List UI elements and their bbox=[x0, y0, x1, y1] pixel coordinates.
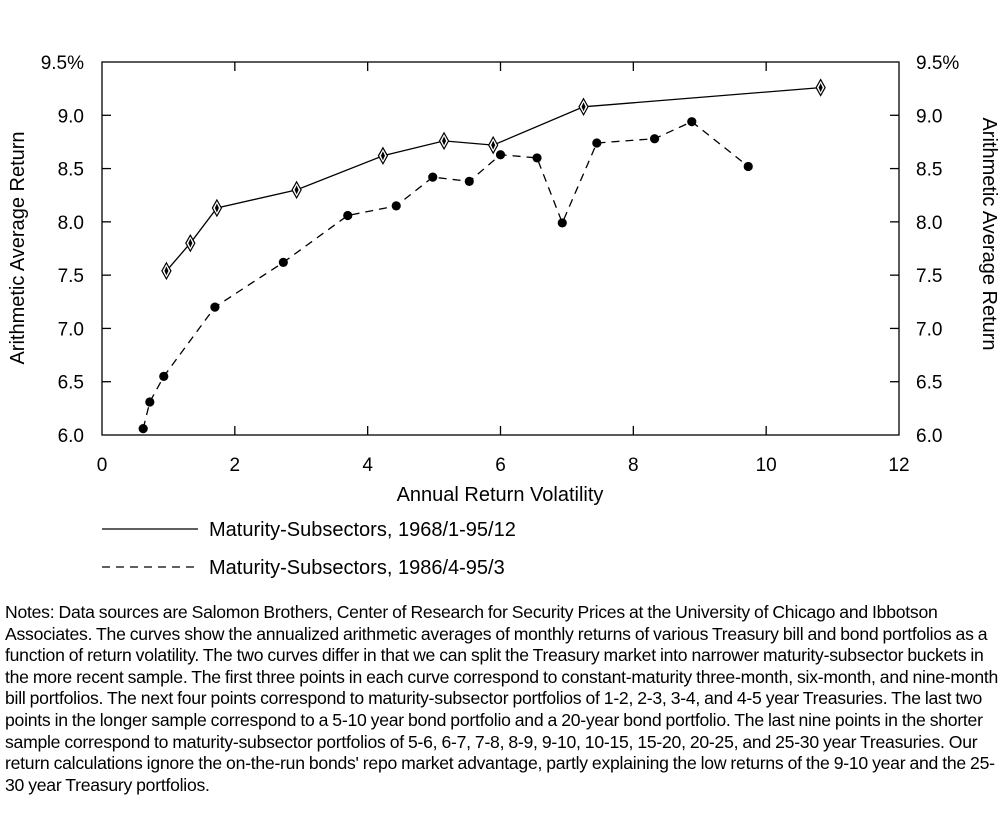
y-tick-label-right: 8.5 bbox=[916, 160, 942, 181]
y-tick-label-left: 9.5% bbox=[41, 53, 84, 74]
y-tick-label-left: 8.5 bbox=[58, 160, 84, 181]
plot-frame bbox=[101, 61, 900, 436]
data-point-diamond-core bbox=[442, 136, 447, 146]
data-point-circle bbox=[138, 424, 148, 434]
series-layer bbox=[138, 78, 826, 434]
data-point-diamond-core bbox=[294, 185, 299, 195]
x-tick-label: 2 bbox=[230, 455, 241, 476]
y-axis-title-right: Arithmetic Average Return bbox=[978, 117, 1000, 350]
data-point-circle bbox=[391, 201, 401, 211]
series-1 bbox=[138, 117, 753, 434]
chart: 0 2 4 6 8 10 12 6.0 6.0 6.5 6.5 7.0 7.0 7.5 7.5 8.0 8.0 8… bbox=[7, 53, 1000, 579]
x-tick-label: 6 bbox=[495, 455, 506, 476]
data-point-diamond-core bbox=[380, 151, 385, 161]
data-point-diamond-core bbox=[188, 238, 193, 248]
x-tick-label: 0 bbox=[97, 455, 108, 476]
data-point-diamond-core bbox=[164, 266, 169, 276]
series-line bbox=[165, 86, 821, 272]
data-point-circle bbox=[145, 397, 155, 407]
data-point-circle bbox=[343, 210, 353, 221]
y-tick-label-right: 7.5 bbox=[916, 266, 942, 287]
data-point-diamond-core bbox=[491, 140, 496, 150]
y-tick-label-right: 6.5 bbox=[916, 373, 942, 394]
x-tick-label: 4 bbox=[362, 455, 373, 476]
legend: Maturity-Subsectors, 1968/1-95/12 Maturi… bbox=[102, 519, 516, 579]
data-point-diamond-core bbox=[818, 83, 823, 93]
y-tick-label-left: 7.0 bbox=[58, 319, 84, 340]
x-axis-title: Annual Return Volatility bbox=[397, 484, 604, 506]
data-point-diamond-core bbox=[214, 203, 219, 213]
data-point-circle bbox=[159, 371, 169, 381]
y-tick-label-left: 9.0 bbox=[58, 106, 84, 127]
x-tick-label: 10 bbox=[756, 455, 777, 476]
x-tick-label: 12 bbox=[888, 455, 909, 476]
y-tick-label-left: 7.5 bbox=[58, 266, 84, 287]
x-tick-label: 8 bbox=[628, 455, 639, 476]
y-tick-label-right: 9.5% bbox=[916, 53, 959, 74]
legend-label-dashed: Maturity-Subsectors, 1986/4-95/3 bbox=[209, 557, 505, 579]
data-point-circle bbox=[428, 172, 438, 182]
y-tick-label-right: 6.0 bbox=[916, 426, 942, 447]
data-point-circle bbox=[495, 150, 506, 160]
data-point-circle bbox=[278, 257, 288, 267]
y-tick-label-right: 8.0 bbox=[916, 213, 942, 234]
data-point-circle bbox=[687, 117, 697, 127]
y-tick-label-right: 9.0 bbox=[916, 106, 942, 127]
notes-text: Notes: Data sources are Salomon Brothers… bbox=[5, 602, 999, 795]
y-tick-label-right: 7.0 bbox=[916, 319, 942, 340]
data-point-circle bbox=[210, 302, 220, 312]
axis-tick-labels: 0 2 4 6 8 10 12 6.0 6.0 6.5 6.5 7.0 7.0 7.5 7.5 8.0 8.0 8… bbox=[41, 53, 960, 476]
series-0 bbox=[161, 78, 826, 281]
data-point-circle bbox=[464, 176, 474, 186]
axis-ticks bbox=[102, 62, 899, 435]
y-axis-title-left: Arithmetic Average Return bbox=[7, 131, 29, 364]
data-point-circle bbox=[743, 161, 753, 172]
y-tick-label-left: 6.0 bbox=[58, 426, 84, 447]
y-tick-label-left: 8.0 bbox=[58, 213, 84, 234]
data-point-circle bbox=[592, 138, 602, 148]
data-point-circle bbox=[649, 134, 660, 144]
y-tick-label-left: 6.5 bbox=[58, 373, 84, 394]
data-point-circle bbox=[557, 218, 567, 228]
data-point-circle bbox=[532, 153, 542, 163]
data-point-diamond-core bbox=[581, 102, 586, 112]
legend-label-solid: Maturity-Subsectors, 1968/1-95/12 bbox=[209, 519, 516, 541]
series-line bbox=[142, 120, 749, 429]
